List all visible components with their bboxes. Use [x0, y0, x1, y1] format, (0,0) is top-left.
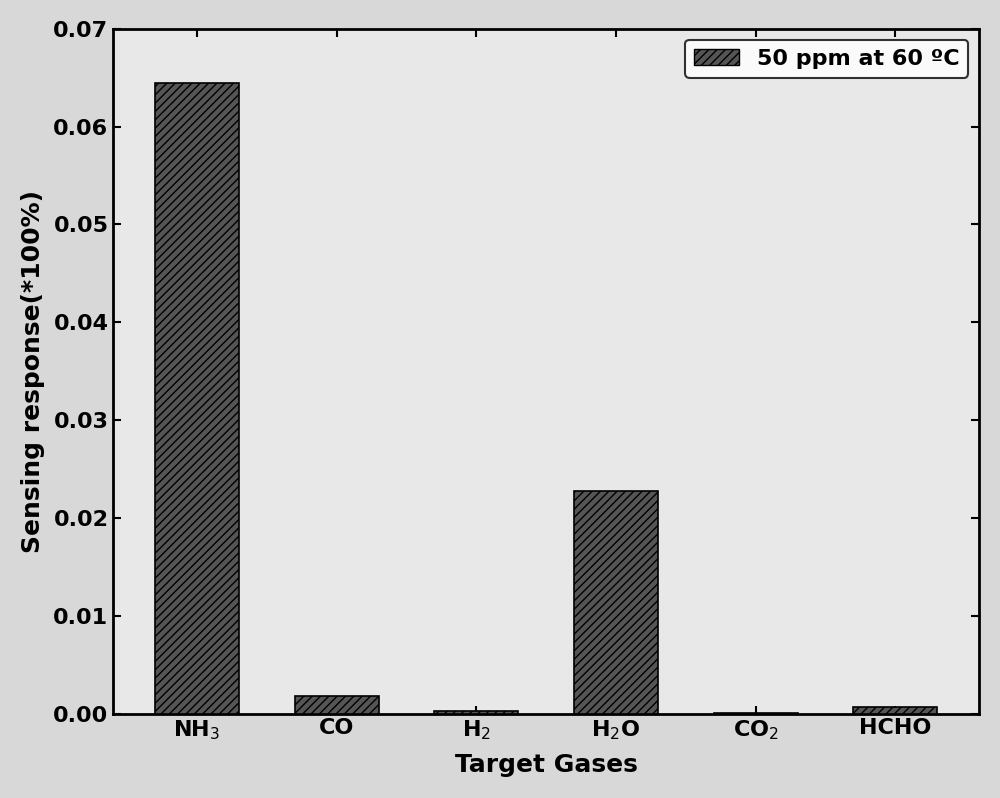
X-axis label: Target Gases: Target Gases — [455, 753, 638, 777]
Bar — [853, 707, 937, 713]
Bar — [295, 696, 379, 713]
Bar — [434, 711, 518, 713]
Legend: 50 ppm at 60 ºC: 50 ppm at 60 ºC — [685, 40, 968, 77]
Bar — [155, 83, 239, 713]
Y-axis label: Sensing response(*100%): Sensing response(*100%) — [21, 190, 45, 553]
Bar — [574, 491, 658, 713]
